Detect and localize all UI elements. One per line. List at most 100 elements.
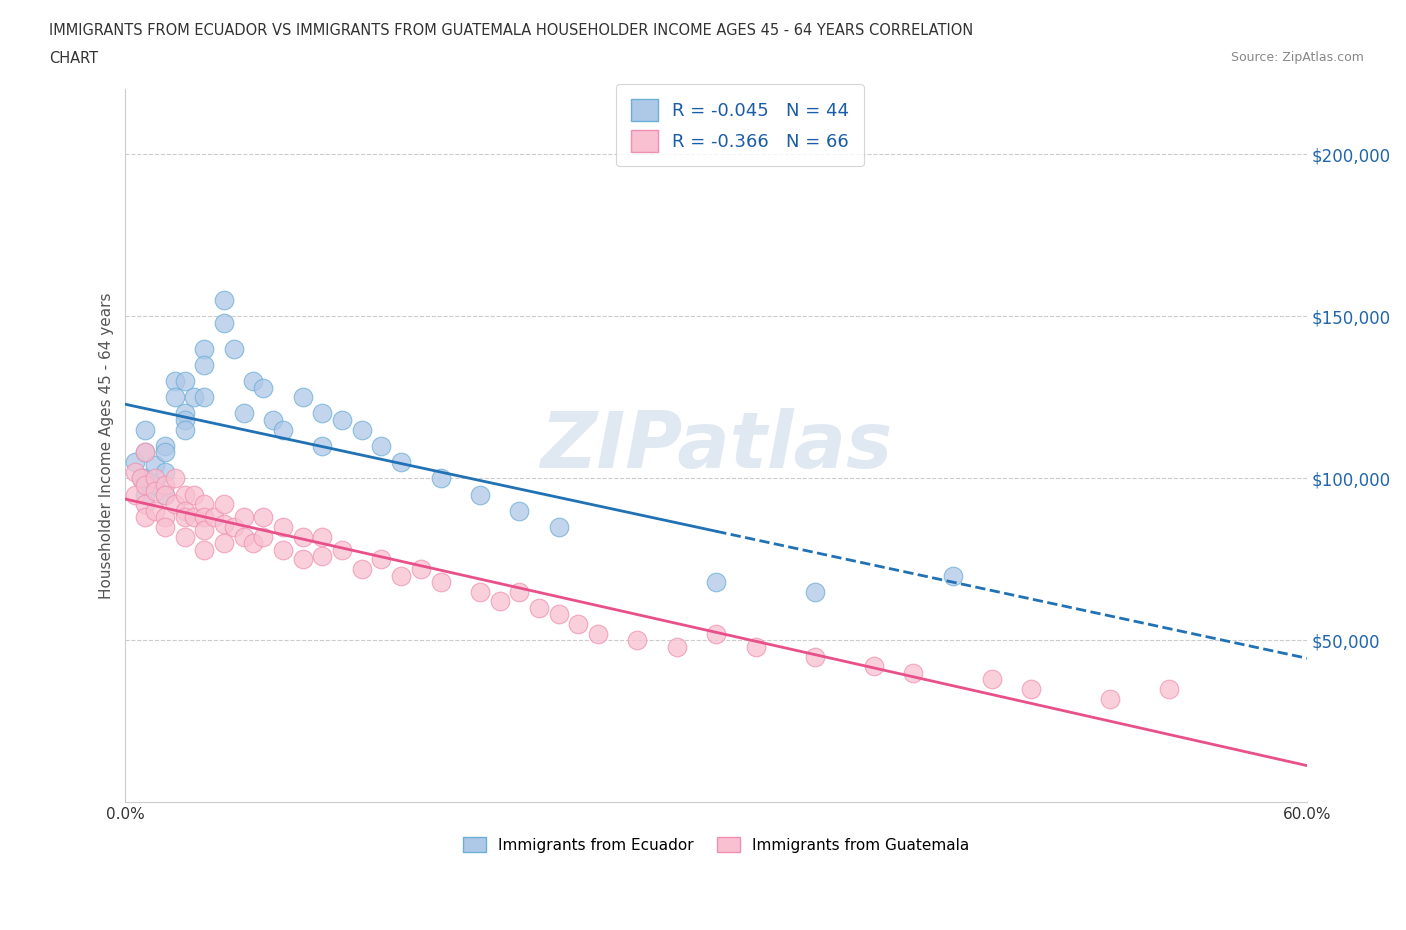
Point [744,640,766,655]
Point [163,390,186,405]
Point [981,671,1004,686]
Point [370,438,392,453]
Point [508,584,530,599]
Point [586,627,609,642]
Point [389,568,412,583]
Point [232,406,254,421]
Point [153,520,176,535]
Point [271,422,294,437]
Point [143,484,166,498]
Point [222,520,245,535]
Point [291,529,314,544]
Point [153,487,176,502]
Point [173,406,195,421]
Point [212,536,235,551]
Point [153,438,176,453]
Point [124,455,146,470]
Point [193,510,215,525]
Point [242,536,264,551]
Point [1021,682,1043,697]
Point [153,445,176,459]
Text: ZIPatlas: ZIPatlas [540,408,893,484]
Point [242,374,264,389]
Point [193,357,215,372]
Point [183,487,205,502]
Point [193,542,215,557]
Point [153,510,176,525]
Point [291,390,314,405]
Point [429,575,451,590]
Point [193,341,215,356]
Point [330,542,353,557]
Text: CHART: CHART [49,51,98,66]
Point [901,665,924,680]
Point [862,658,884,673]
Point [143,477,166,492]
Point [173,487,195,502]
Point [183,510,205,525]
Point [468,487,491,502]
Point [193,497,215,512]
Point [508,503,530,518]
Point [134,510,156,525]
Point [271,520,294,535]
Point [163,374,186,389]
Point [212,293,235,308]
Point [212,497,235,512]
Point [311,438,333,453]
Point [153,477,176,492]
Point [567,617,589,631]
Text: Source: ZipAtlas.com: Source: ZipAtlas.com [1230,51,1364,64]
Point [143,503,166,518]
Point [163,471,186,485]
Point [173,503,195,518]
Point [134,487,156,502]
Point [311,406,333,421]
Point [134,477,156,492]
Point [183,390,205,405]
Point [212,315,235,330]
Point [124,464,146,479]
Point [143,458,166,472]
Point [941,568,963,583]
Point [1159,682,1181,697]
Point [1099,691,1122,706]
Point [311,549,333,564]
Point [704,627,727,642]
Point [665,640,688,655]
Point [252,510,274,525]
Point [547,520,569,535]
Point [232,510,254,525]
Point [389,455,412,470]
Point [143,471,166,485]
Point [527,601,550,616]
Point [129,471,152,485]
Point [271,542,294,557]
Legend: Immigrants from Ecuador, Immigrants from Guatemala: Immigrants from Ecuador, Immigrants from… [457,830,976,859]
Point [252,380,274,395]
Point [153,487,176,502]
Point [173,374,195,389]
Point [134,471,156,485]
Point [252,529,274,544]
Text: IMMIGRANTS FROM ECUADOR VS IMMIGRANTS FROM GUATEMALA HOUSEHOLDER INCOME AGES 45 : IMMIGRANTS FROM ECUADOR VS IMMIGRANTS FR… [49,23,973,38]
Point [134,422,156,437]
Point [803,649,825,664]
Point [488,594,510,609]
Point [193,390,215,405]
Point [704,575,727,590]
Point [163,497,186,512]
Point [202,510,225,525]
Point [212,516,235,531]
Point [129,471,152,485]
Point [173,413,195,428]
Point [262,413,284,428]
Point [291,551,314,566]
Point [311,529,333,544]
Point [173,529,195,544]
Point [232,529,254,544]
Point [153,464,176,479]
Point [173,510,195,525]
Point [222,341,245,356]
Point [173,422,195,437]
